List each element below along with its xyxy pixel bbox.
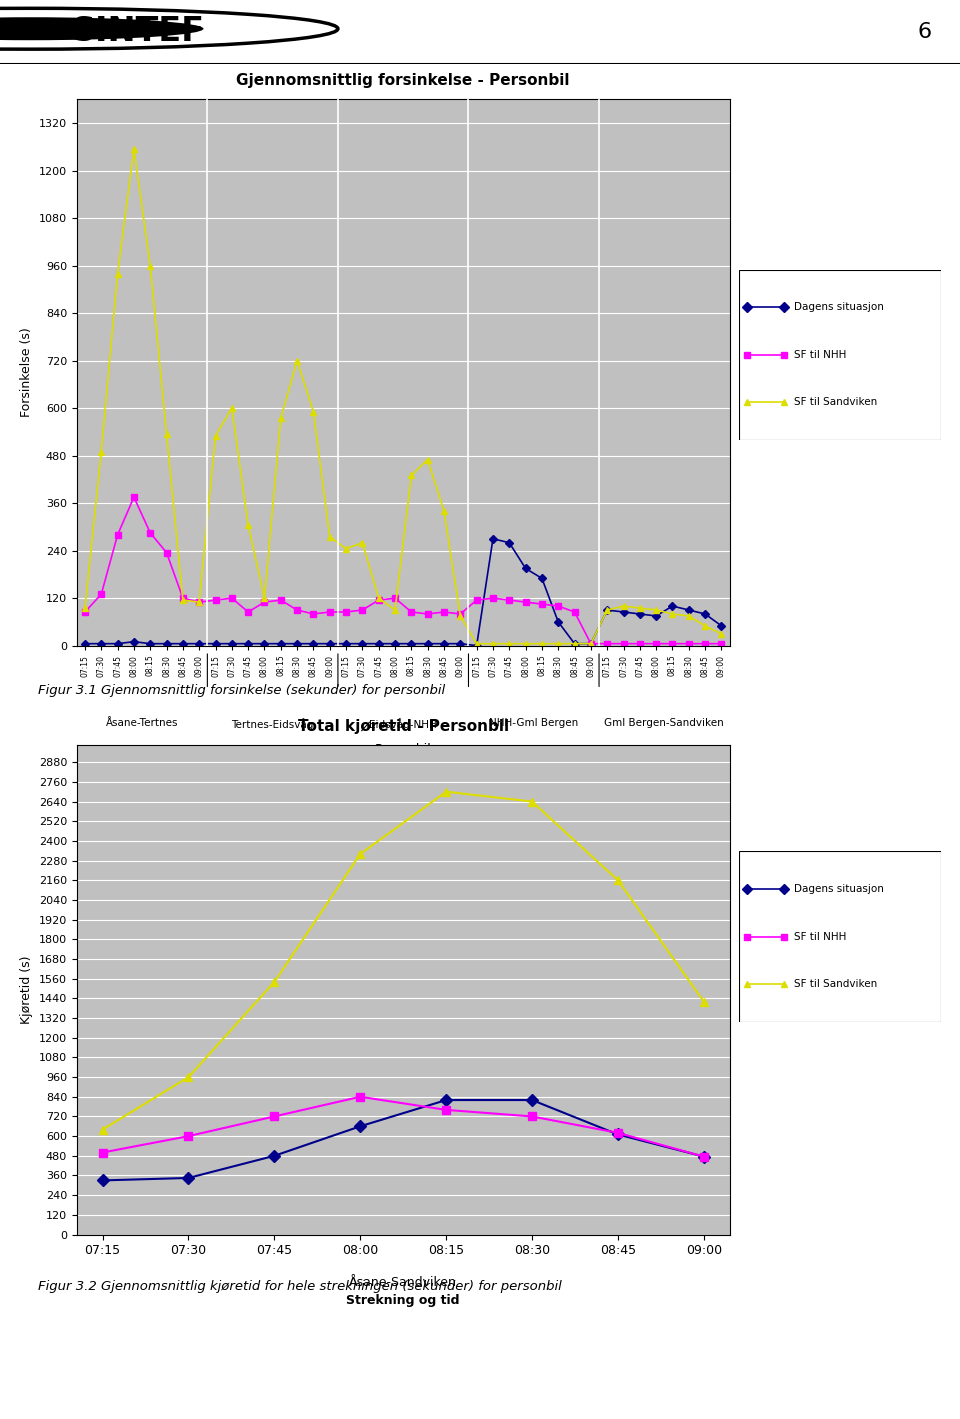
Text: Figur 3.2 Gjennomsnittlig kjøretid for hele strekningen (sekunder) for personbil: Figur 3.2 Gjennomsnittlig kjøretid for h… [38,1280,563,1293]
Text: SF til Sandviken: SF til Sandviken [794,397,876,407]
Text: SF til Sandviken: SF til Sandviken [794,979,876,989]
Text: SINTEF: SINTEF [72,16,205,48]
Text: Figur 3.1 Gjennomsnittlig forsinkelse (sekunder) for personbil: Figur 3.1 Gjennomsnittlig forsinkelse (s… [38,684,445,697]
Y-axis label: Forsinkelse (s): Forsinkelse (s) [20,328,34,417]
Text: Strekning og tid: Strekning og tid [347,761,460,773]
Title: Gjennomsnittlig forsinkelse - Personbil: Gjennomsnittlig forsinkelse - Personbil [236,74,570,88]
Text: Eidsvåg-NHH: Eidsvåg-NHH [370,718,437,729]
FancyBboxPatch shape [739,270,941,440]
Text: Gml Bergen-Sandviken: Gml Bergen-Sandviken [605,718,724,728]
Text: 6: 6 [917,21,931,43]
Y-axis label: Kjøretid (s): Kjøretid (s) [20,955,34,1025]
Circle shape [0,17,204,40]
Text: Åsane-Sandviken: Åsane-Sandviken [349,1276,457,1290]
FancyBboxPatch shape [739,851,941,1022]
Text: Personbil: Personbil [374,744,432,756]
Title: Total kjøretid - Personbil: Total kjøretid - Personbil [298,719,509,734]
Text: Dagens situasjon: Dagens situasjon [794,302,883,312]
Text: Strekning og tid: Strekning og tid [347,1294,460,1307]
Text: SF til NHH: SF til NHH [794,349,846,360]
Text: Dagens situasjon: Dagens situasjon [794,884,883,894]
Text: Tertnes-Eidsvåg: Tertnes-Eidsvåg [231,718,314,729]
Text: NHH-Gml Bergen: NHH-Gml Bergen [490,718,578,728]
Text: SF til NHH: SF til NHH [794,931,846,942]
Text: Åsane-Tertnes: Åsane-Tertnes [106,718,179,728]
